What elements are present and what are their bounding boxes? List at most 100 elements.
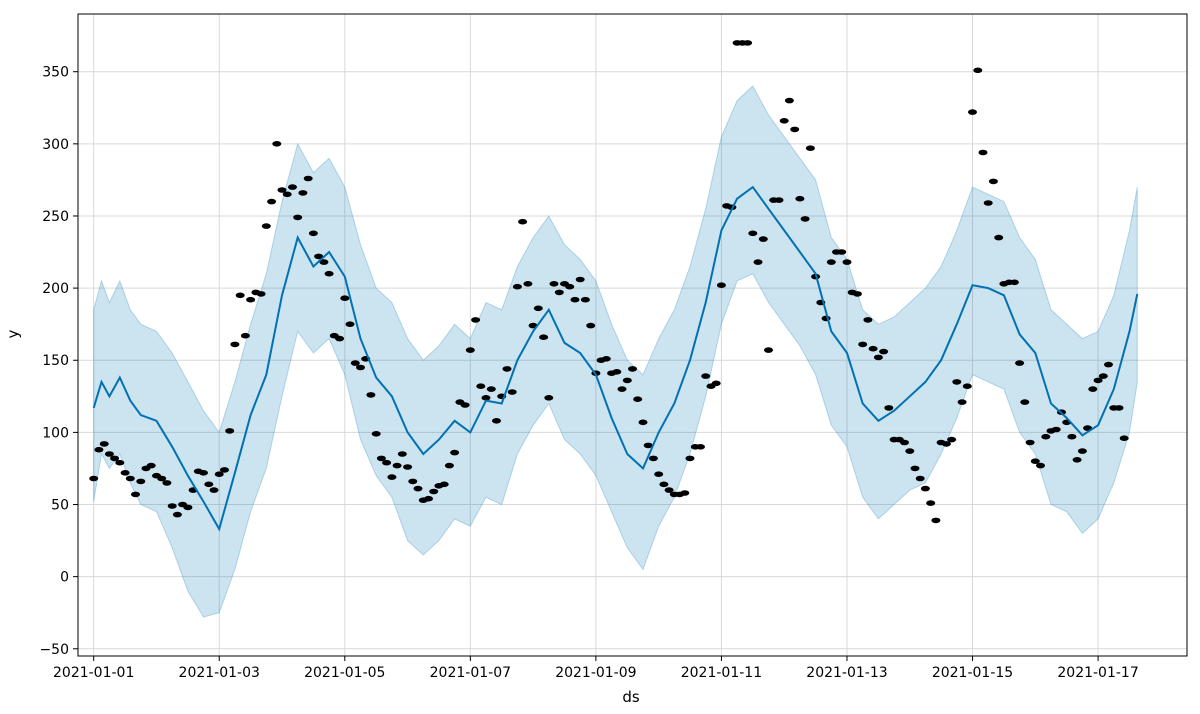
forecast-line <box>92 185 1139 532</box>
x-tick-label: 2021-01-07 <box>430 665 511 681</box>
observed-point <box>303 175 313 182</box>
x-tick-label: 2021-01-09 <box>555 665 636 681</box>
observed-point <box>1036 462 1045 469</box>
observed-point <box>633 396 643 403</box>
x-tick-label: 2021-01-15 <box>932 665 1013 681</box>
observed-point <box>99 441 109 447</box>
observed-point <box>638 419 648 426</box>
observed-point <box>408 478 418 485</box>
observed-point <box>183 504 193 511</box>
observed-point <box>481 395 491 401</box>
observed-point <box>350 360 360 366</box>
observed-point <box>1119 435 1129 442</box>
observed-point <box>601 356 611 362</box>
y-tick-label: 300 <box>42 137 69 153</box>
observed-point <box>308 230 318 237</box>
observed-point <box>1098 373 1108 379</box>
observed-point <box>1077 448 1087 454</box>
observed-point <box>983 200 993 206</box>
observed-point <box>335 335 345 342</box>
observed-point <box>539 334 549 341</box>
observed-point <box>376 455 386 462</box>
observed-point <box>978 149 988 156</box>
observed-point <box>345 321 355 328</box>
y-tick-label: 250 <box>42 209 69 225</box>
observed-point <box>900 439 909 446</box>
y-tick-label: 150 <box>42 353 69 369</box>
observed-point <box>879 348 889 355</box>
y-tick-label: 200 <box>42 281 69 297</box>
observed-point <box>580 296 590 303</box>
observed-point <box>868 345 878 352</box>
observed-point <box>136 478 146 485</box>
observed-point <box>450 449 460 456</box>
y-tick-label: 100 <box>42 425 69 441</box>
observed-point <box>654 471 664 478</box>
observed-point <box>884 405 894 411</box>
observed-point <box>507 389 517 395</box>
observed-point <box>586 322 596 329</box>
observed-point <box>994 234 1004 241</box>
x-tick-label: 2021-01-03 <box>179 665 260 681</box>
observed-point <box>424 495 433 502</box>
observed-point <box>220 467 229 473</box>
observed-point <box>988 178 998 185</box>
observed-point <box>1051 426 1061 433</box>
observed-point <box>1025 439 1035 446</box>
observed-point <box>125 475 135 482</box>
observed-point <box>910 465 920 472</box>
observed-point <box>711 380 721 387</box>
observed-point <box>753 259 763 265</box>
observed-point <box>518 218 528 225</box>
x-axis-label: ds <box>622 688 640 706</box>
observed-point <box>371 431 381 437</box>
x-tick-label: 2021-01-13 <box>806 665 887 681</box>
observed-point <box>962 383 972 390</box>
observed-point <box>340 295 350 302</box>
observed-point <box>293 214 303 221</box>
observed-point <box>701 373 711 379</box>
observed-point <box>486 386 496 392</box>
observed-point <box>356 364 365 371</box>
observed-point <box>272 141 282 147</box>
observed-point <box>146 462 156 469</box>
x-tick-label: 2021-01-01 <box>53 665 134 681</box>
observed-point <box>1088 386 1098 392</box>
observed-point <box>1020 399 1030 405</box>
observed-point <box>1114 405 1124 411</box>
x-tick-label: 2021-01-05 <box>304 665 385 681</box>
x-tick-label: 2021-01-11 <box>681 665 762 681</box>
observed-point <box>199 470 208 476</box>
observed-point <box>643 442 653 449</box>
observed-point <box>790 126 800 133</box>
observed-point <box>1030 458 1040 465</box>
observed-point <box>314 253 324 260</box>
observed-point <box>957 399 967 405</box>
observed-point <box>172 511 182 518</box>
observed-point <box>523 281 533 287</box>
observed-point <box>298 190 308 196</box>
observed-point <box>471 317 481 323</box>
observed-point <box>680 490 690 496</box>
observed-point <box>1067 433 1077 440</box>
observed-point <box>905 448 915 454</box>
observed-point <box>261 223 271 229</box>
observed-point <box>277 187 287 193</box>
y-axis-label: y <box>4 329 22 338</box>
observed-point <box>873 354 883 361</box>
observed-point <box>1009 279 1019 286</box>
observed-point <box>743 40 753 46</box>
observed-point <box>915 475 925 482</box>
observed-point <box>716 282 726 289</box>
observed-point <box>617 386 627 392</box>
observed-point <box>324 270 334 277</box>
observed-point <box>209 487 219 493</box>
observed-point <box>167 503 177 509</box>
observed-point <box>863 317 873 323</box>
observed-point <box>648 455 658 462</box>
observed-point <box>429 488 439 495</box>
observed-point <box>115 459 125 466</box>
observed-point <box>403 464 413 470</box>
observed-point <box>413 485 423 492</box>
observed-point <box>664 487 674 493</box>
